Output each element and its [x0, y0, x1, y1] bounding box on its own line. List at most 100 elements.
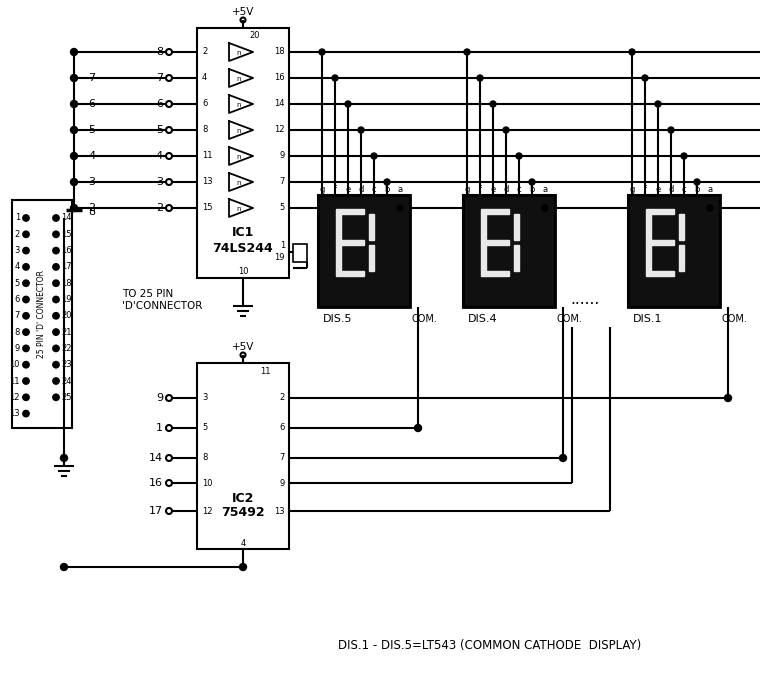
Text: 6: 6 — [280, 423, 285, 433]
Circle shape — [53, 345, 59, 352]
Text: 75492: 75492 — [221, 506, 265, 520]
Bar — [646, 209, 674, 214]
Text: n: n — [236, 128, 241, 134]
Circle shape — [681, 153, 687, 159]
Text: 7: 7 — [280, 178, 285, 186]
Text: c: c — [682, 184, 686, 194]
Text: 2: 2 — [202, 47, 207, 57]
Text: 6: 6 — [15, 295, 20, 304]
Text: n: n — [236, 102, 241, 108]
Circle shape — [529, 179, 535, 185]
Circle shape — [53, 215, 59, 221]
Text: 19: 19 — [61, 295, 71, 304]
Text: 8: 8 — [202, 454, 207, 462]
Text: 16: 16 — [61, 246, 72, 255]
Text: g: g — [464, 184, 470, 194]
Circle shape — [166, 425, 172, 431]
Bar — [481, 271, 509, 276]
Text: 9: 9 — [156, 393, 163, 403]
Text: 16: 16 — [275, 74, 285, 82]
Text: 5: 5 — [156, 125, 163, 135]
Bar — [336, 209, 364, 214]
Circle shape — [70, 74, 77, 82]
Circle shape — [166, 153, 172, 159]
Text: 21: 21 — [61, 327, 71, 337]
Text: 17: 17 — [149, 506, 163, 516]
Text: a: a — [398, 184, 402, 194]
Circle shape — [516, 153, 522, 159]
Text: IC1: IC1 — [232, 227, 254, 240]
Bar — [12, 200, 72, 428]
Text: b: b — [695, 184, 700, 194]
Text: DIS.4: DIS.4 — [468, 314, 497, 324]
Bar — [369, 245, 374, 271]
Text: a: a — [542, 184, 548, 194]
Bar — [318, 195, 410, 307]
Text: 15: 15 — [202, 203, 213, 213]
Text: 2: 2 — [156, 203, 163, 213]
Text: 14: 14 — [275, 99, 285, 109]
Text: a: a — [708, 184, 712, 194]
Text: 8: 8 — [202, 126, 207, 134]
Circle shape — [724, 394, 731, 402]
Bar — [463, 195, 555, 307]
Circle shape — [166, 508, 172, 514]
Text: 12: 12 — [9, 393, 20, 402]
Text: g: g — [319, 184, 324, 194]
Circle shape — [70, 178, 77, 186]
Circle shape — [60, 454, 67, 462]
Circle shape — [384, 179, 390, 185]
Text: 2: 2 — [15, 230, 20, 239]
Circle shape — [166, 205, 172, 211]
Text: 9: 9 — [280, 479, 285, 487]
Bar — [197, 28, 289, 278]
Circle shape — [642, 75, 648, 81]
Text: 6: 6 — [88, 99, 95, 109]
Text: 24: 24 — [61, 377, 71, 385]
Bar — [336, 245, 341, 271]
Text: 4: 4 — [15, 263, 20, 271]
Circle shape — [166, 395, 172, 401]
Text: 7: 7 — [280, 454, 285, 462]
Text: f: f — [643, 184, 646, 194]
Bar — [481, 209, 509, 214]
Circle shape — [70, 153, 77, 159]
Text: 3: 3 — [15, 246, 20, 255]
Bar — [481, 214, 486, 240]
Text: 14: 14 — [149, 453, 163, 463]
Text: 11: 11 — [260, 367, 270, 375]
Text: 74LS244: 74LS244 — [213, 242, 273, 254]
Text: 3: 3 — [202, 394, 207, 402]
Text: n: n — [236, 154, 241, 160]
Text: 10: 10 — [238, 267, 249, 277]
Text: 17: 17 — [61, 263, 72, 271]
Circle shape — [53, 313, 59, 319]
Text: d: d — [358, 184, 363, 194]
Text: 7: 7 — [88, 73, 95, 83]
Circle shape — [166, 49, 172, 55]
Circle shape — [332, 75, 338, 81]
Circle shape — [23, 264, 29, 270]
Text: DIS.1: DIS.1 — [633, 314, 662, 324]
Text: 12: 12 — [275, 126, 285, 134]
Circle shape — [655, 101, 661, 107]
Circle shape — [53, 264, 59, 270]
Text: IC2: IC2 — [232, 493, 254, 506]
Text: 19: 19 — [275, 254, 285, 263]
Text: n: n — [236, 180, 241, 186]
Circle shape — [415, 425, 422, 431]
Circle shape — [166, 101, 172, 107]
Text: 2: 2 — [88, 203, 95, 213]
Circle shape — [53, 378, 59, 384]
Bar — [514, 245, 519, 271]
Bar — [646, 240, 674, 245]
Bar — [318, 195, 410, 307]
Bar — [646, 271, 674, 276]
Circle shape — [345, 101, 351, 107]
Text: 4: 4 — [88, 151, 95, 161]
Circle shape — [559, 454, 567, 462]
Text: 14: 14 — [61, 213, 71, 223]
Text: COM.: COM. — [722, 314, 748, 324]
Circle shape — [53, 280, 59, 286]
Circle shape — [319, 49, 325, 55]
